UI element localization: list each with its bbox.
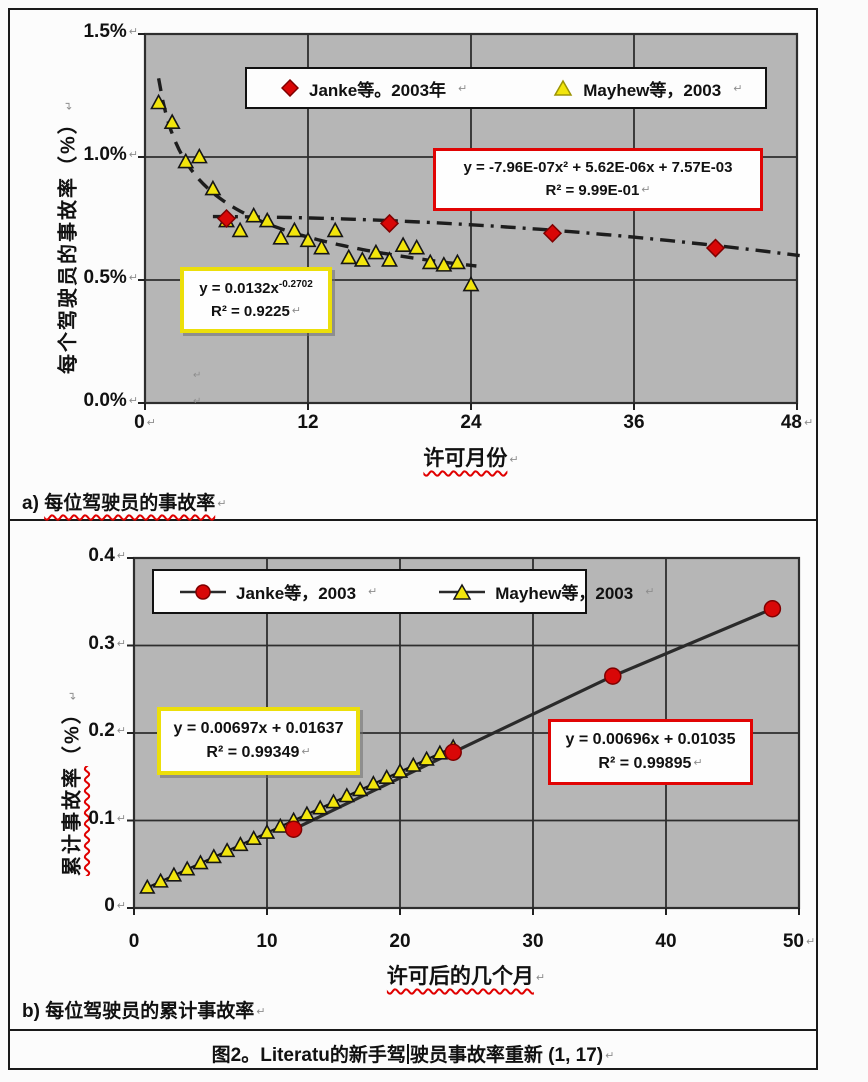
- top-x-tick-label: 48 ↵: [780, 412, 814, 433]
- legend-item-janke: Janke等，2003 ↵: [180, 579, 377, 604]
- return-mark: ↵: [693, 756, 703, 769]
- stray-mark: ↵: [193, 370, 202, 381]
- text-cursor: [406, 1044, 409, 1064]
- janke-trend-equation-box: y = -7.96E-07x² + 5.62E-06x + 7.57E-03 R…: [433, 148, 763, 211]
- caption-b-text: 每位驾驶员的累计事故率: [45, 1001, 255, 1022]
- top-chart-legend: Janke等。2003年 ↵ Mayhew等，2003 ↵: [245, 67, 767, 109]
- top-x-tick-label: 24: [460, 412, 482, 433]
- r-squared-line: R² = 0.99349 ↵: [163, 741, 354, 765]
- figure-caption: 图2。Literatu的新手驾 驶员事故率重新 (1, 17) ↵: [10, 1040, 816, 1067]
- return-mark: ↵: [66, 689, 80, 701]
- return-mark: ↵: [62, 99, 76, 111]
- r-squared-text: R² = 0.99349: [206, 744, 300, 761]
- top-y-tick-label: 0.5% ↵: [83, 267, 138, 288]
- bottom-y-tick-label: 0.1 ↵: [88, 807, 126, 829]
- r-squared-line: R² = 9.99E-01 ↵: [438, 180, 758, 203]
- stray-mark: ↵: [193, 396, 202, 407]
- top-y-tick-label: 0.0% ↵: [83, 390, 138, 411]
- top-x-tick-label: 0 ↵: [134, 412, 156, 433]
- return-mark: ↵: [291, 303, 302, 317]
- return-mark: ↵: [641, 182, 651, 196]
- triangle-line-icon: [439, 582, 486, 600]
- top-x-axis-title: 许可月份 ↵: [341, 442, 601, 472]
- legend-item-mayhew: Mayhew等，2003 ↵: [553, 76, 742, 101]
- bottom-x-tick-label: 0: [128, 931, 140, 952]
- bottom-x-tick-label: 10: [256, 931, 278, 952]
- bottom-x-tick-label: 30: [522, 931, 544, 952]
- legend-label: Janke等，2003: [236, 584, 357, 603]
- r-squared-line: R² = 0.99895 ↵: [553, 752, 748, 776]
- bottom-chart-legend: Janke等，2003 ↵ Mayhew等，2003 ↵: [152, 569, 654, 614]
- figure-caption-pre: 图2。Literatu的新手驾: [211, 1045, 406, 1066]
- equation-line: y = 0.0132x-0.2702: [186, 277, 326, 301]
- caption-a-prefix: a): [22, 493, 39, 514]
- bottom-y-tick-label: 0.3 ↵: [88, 632, 126, 654]
- caption-b: b) 每位驾驶员的累计事故率 ↵: [22, 996, 265, 1023]
- bottom-y-tick-label: 0.4 ↵: [88, 545, 126, 566]
- caption-b-prefix: b): [22, 1001, 40, 1022]
- caption-a: a) 每位驾驶员的事故率 ↵: [22, 488, 226, 515]
- return-mark: ↵: [368, 585, 378, 598]
- bottom-y-axis-title: 累计事故率（%）↵: [56, 671, 85, 895]
- figure-caption-post: 驶员事故率重新 (1, 17): [409, 1045, 604, 1066]
- return-mark: ↵: [645, 585, 655, 598]
- top-x-axis-title-text: 许可月份: [423, 447, 508, 470]
- r-squared-text: R² = 9.99E-01: [545, 181, 640, 199]
- top-x-tick-label: 12: [297, 412, 319, 433]
- return-mark: ↵: [458, 81, 468, 95]
- bottom-x-tick-label: 40: [655, 931, 677, 952]
- return-mark: ↵: [301, 745, 311, 758]
- circle-line-icon: [180, 583, 226, 600]
- r-squared-text: R² = 0.99895: [598, 755, 692, 772]
- r-squared-text: R² = 0.9225: [210, 302, 290, 320]
- bottom-y-tick-label: 0.2 ↵: [88, 720, 126, 741]
- document-page: 每个驾驶员的事故率（%）↵ Janke等。2003年 ↵ Mayhew等，200…: [8, 8, 818, 1070]
- return-mark: ↵: [535, 971, 546, 984]
- return-mark: ↵: [256, 1005, 266, 1018]
- return-mark: ↵: [605, 1049, 615, 1062]
- equation-line: y = 0.00696x + 0.01035: [565, 731, 736, 748]
- bottom-x-tick-label: 20: [389, 931, 411, 952]
- r-squared-line: R² = 0.9225 ↵: [186, 301, 326, 324]
- caption-a-text: 每位驾驶员的事故率: [44, 493, 216, 514]
- section-divider-1: [8, 519, 818, 521]
- diamond-icon: [281, 79, 299, 97]
- top-y-tick-label: 1.0% ↵: [83, 144, 138, 165]
- top-y-tick-label: 1.5% ↵: [83, 21, 138, 42]
- legend-item-mayhew: Mayhew等，2003 ↵: [439, 579, 654, 604]
- bottom-x-tick-label: 50 ↵: [782, 931, 816, 952]
- triangle-icon: [553, 79, 573, 96]
- equation-line: y = -7.96E-07x² + 5.62E-06x + 7.57E-03: [463, 159, 733, 176]
- return-mark: ↵: [509, 453, 519, 466]
- equation-line: y = 0.00697x + 0.01637: [173, 720, 344, 737]
- top-x-tick-label: 36: [623, 412, 645, 433]
- mayhew-fit-equation-box: y = 0.00697x + 0.01637 R² = 0.99349 ↵: [157, 707, 360, 775]
- janke-fit-equation-box: y = 0.00696x + 0.01035 R² = 0.99895 ↵: [548, 719, 753, 785]
- equation-exponent: -0.2702: [278, 279, 313, 290]
- bottom-x-axis-title-text: 许可后的几个月: [386, 965, 534, 988]
- top-y-axis-title: 每个驾驶员的事故率（%）↵: [52, 87, 81, 387]
- legend-label: Janke等。2003年: [309, 80, 447, 100]
- legend-item-janke: Janke等。2003年 ↵: [281, 76, 467, 101]
- legend-label: Mayhew等，2003: [583, 80, 722, 100]
- mayhew-trend-equation-box: y = 0.0132x-0.2702 R² = 0.9225 ↵: [180, 267, 332, 333]
- section-divider-2: [8, 1029, 818, 1031]
- bottom-x-axis-title: 许可后的几个月 ↵: [336, 960, 596, 990]
- return-mark: ↵: [733, 81, 743, 95]
- bottom-y-tick-label: 0 ↵: [104, 895, 126, 916]
- legend-label: Mayhew等，2003: [495, 584, 634, 603]
- return-mark: ↵: [217, 497, 227, 510]
- equation-prefix: y = 0.0132x: [199, 280, 279, 297]
